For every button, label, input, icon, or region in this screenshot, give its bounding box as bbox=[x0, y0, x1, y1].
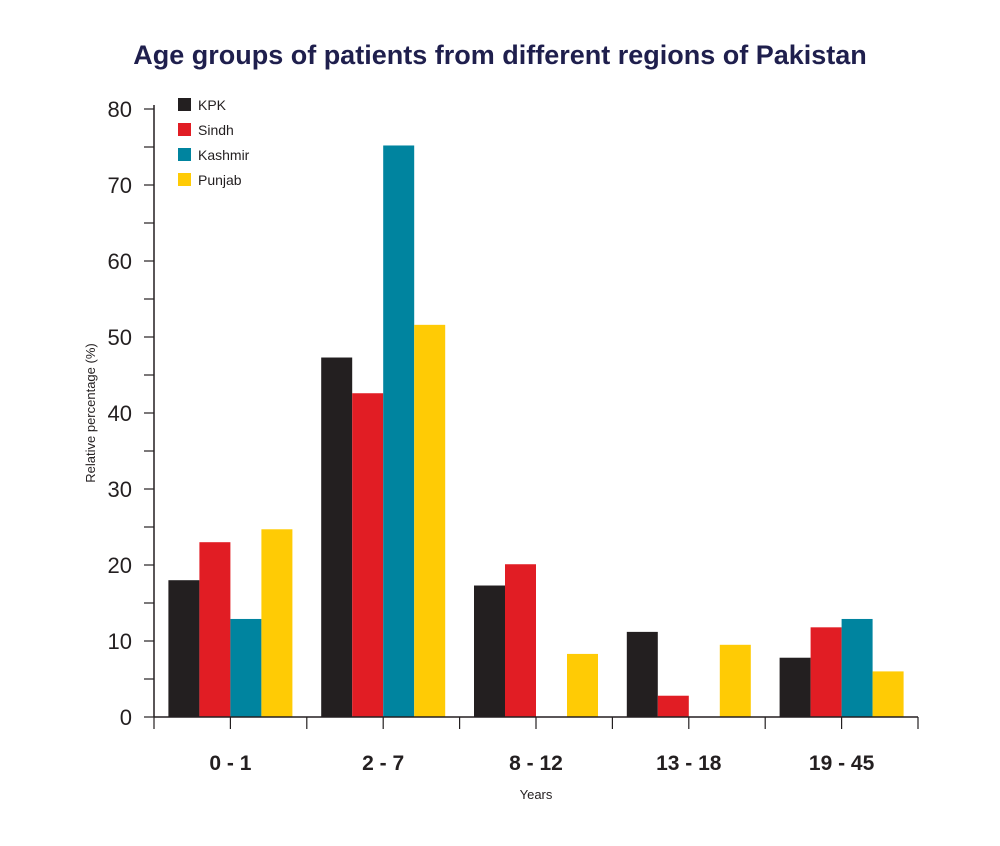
bar-punjab-2 bbox=[567, 653, 598, 717]
legend-swatch-kashmir bbox=[178, 148, 191, 161]
y-tick-label: 20 bbox=[108, 553, 132, 578]
bar-kashmir-4 bbox=[841, 618, 873, 717]
y-tick-label: 30 bbox=[108, 477, 132, 502]
bar-kashmir-0 bbox=[230, 618, 262, 717]
x-category-label: 8 - 12 bbox=[509, 752, 563, 775]
bar-punjab-0 bbox=[261, 529, 293, 717]
y-axis-label: Relative percentage (%) bbox=[83, 343, 98, 482]
x-axis-label: Years bbox=[520, 787, 553, 802]
bar-kpk-0 bbox=[168, 580, 200, 717]
bar-kpk-4 bbox=[779, 657, 811, 717]
legend: KPK Sindh Kashmir Punjab bbox=[178, 97, 250, 188]
bar-kpk-3 bbox=[626, 631, 658, 717]
y-tick-label: 70 bbox=[108, 173, 132, 198]
bar-sindh-1 bbox=[352, 393, 384, 717]
bar-punjab-3 bbox=[719, 644, 751, 717]
bar-sindh-4 bbox=[810, 627, 842, 717]
x-categories: 0 - 1 2 - 7 8 - 12 13 - 18 19 - 45 bbox=[153, 717, 919, 775]
y-tick-label: 50 bbox=[108, 325, 132, 350]
legend-swatch-sindh bbox=[178, 123, 191, 136]
y-tick-label: 10 bbox=[108, 629, 132, 654]
bar-sindh-0 bbox=[199, 542, 231, 717]
y-tick-label: 80 bbox=[108, 97, 132, 122]
bar-punjab-4 bbox=[872, 671, 904, 717]
bar-sindh-2 bbox=[505, 564, 536, 717]
legend-swatch-punjab bbox=[178, 173, 191, 186]
legend-label-sindh: Sindh bbox=[198, 122, 234, 138]
bar-kpk-2 bbox=[474, 585, 505, 717]
x-category-label: 19 - 45 bbox=[809, 752, 875, 775]
bar-kashmir-1 bbox=[383, 145, 415, 718]
legend-label-punjab: Punjab bbox=[198, 172, 242, 188]
bar-sindh-3 bbox=[657, 695, 689, 717]
y-tick-label: 40 bbox=[108, 401, 132, 426]
x-category-label: 13 - 18 bbox=[656, 752, 722, 775]
bar-punjab-1 bbox=[414, 324, 446, 717]
y-tick-label: 60 bbox=[108, 249, 132, 274]
legend-label-kashmir: Kashmir bbox=[198, 147, 250, 163]
bars-layer bbox=[168, 145, 904, 718]
x-category-label: 2 - 7 bbox=[362, 752, 404, 775]
x-category-label: 0 - 1 bbox=[209, 752, 251, 775]
legend-label-kpk: KPK bbox=[198, 97, 227, 113]
y-tick-label: 0 bbox=[120, 705, 132, 730]
bar-kpk-1 bbox=[321, 357, 353, 717]
y-ticks: 0 10 20 30 40 50 60 70 80 bbox=[108, 97, 154, 730]
legend-swatch-kpk bbox=[178, 98, 191, 111]
chart-title: Age groups of patients from different re… bbox=[133, 40, 867, 70]
